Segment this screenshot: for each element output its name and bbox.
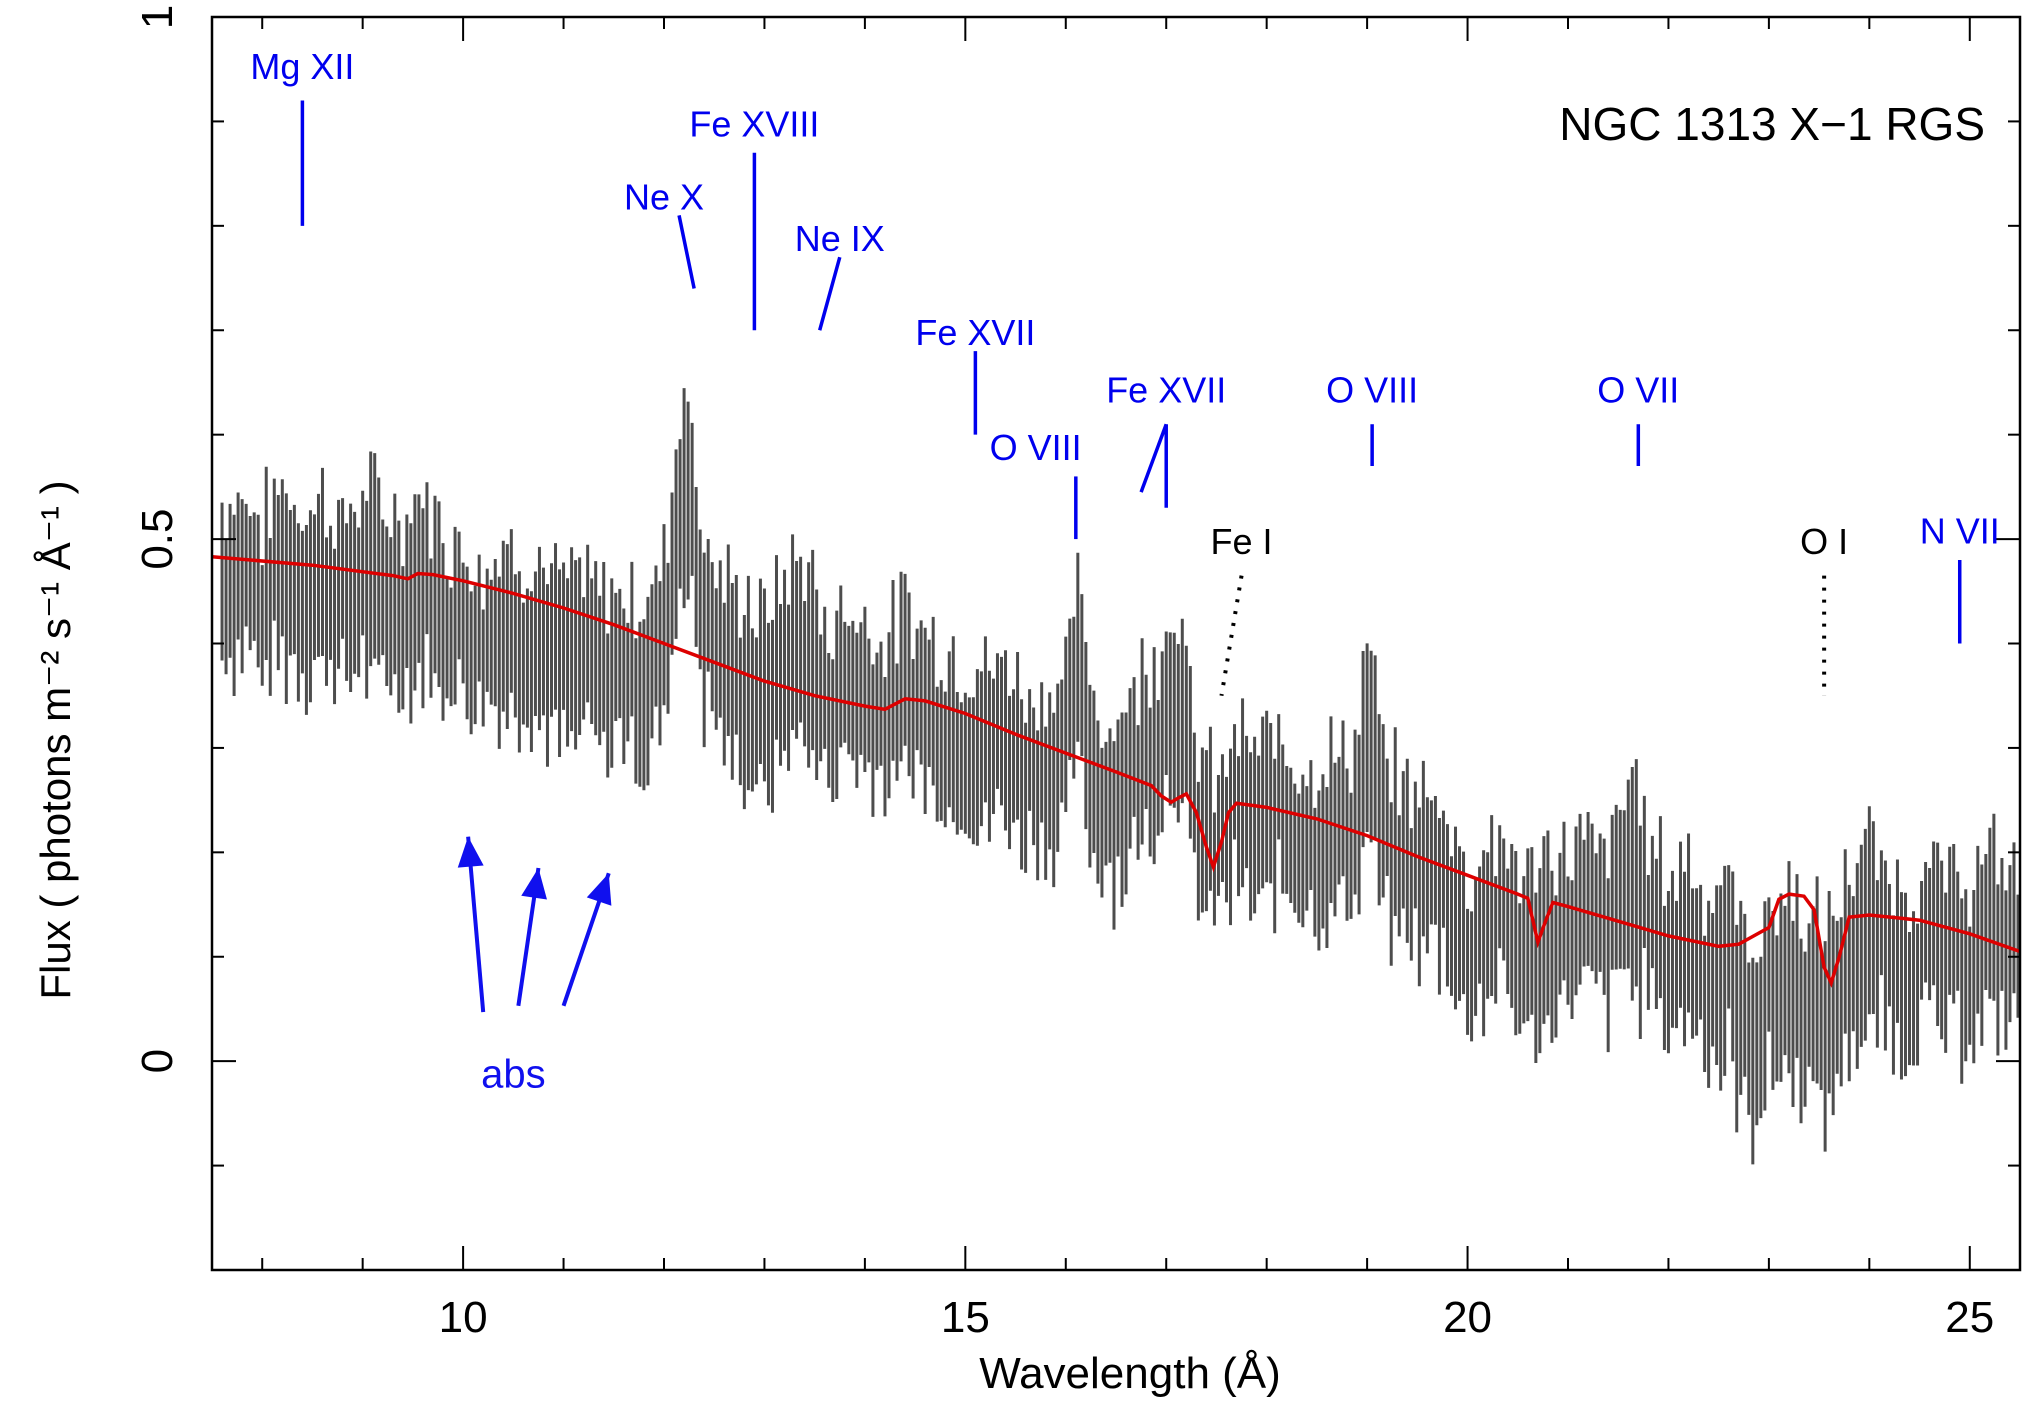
data-points-layer (220, 388, 2020, 1165)
y-tick-label: 0 (133, 1049, 182, 1073)
line-label: Ne IX (795, 218, 885, 259)
abs-arrow-head (586, 873, 612, 906)
line-label: O VIII (1326, 370, 1418, 411)
line-label: Fe XVII (915, 312, 1035, 353)
line-marker (818, 256, 842, 331)
line-marker (1219, 575, 1244, 697)
x-tick-label: 10 (439, 1293, 488, 1342)
abs-label: abs (481, 1052, 546, 1096)
line-label: Fe XVIII (689, 103, 819, 144)
x-tick-label: 15 (941, 1293, 990, 1342)
y-tick-label: 0.5 (133, 508, 182, 569)
axis-ticks: 10 15 20 25 0 0.5 1 (133, 5, 2020, 1342)
model-layer (211, 555, 2021, 988)
line-label: Fe I (1211, 521, 1273, 562)
line-label: O I (1800, 521, 1848, 562)
abs-arrow-head (521, 867, 547, 900)
abs-arrow-head (457, 836, 484, 868)
model-line (211, 555, 2021, 988)
line-marker (1139, 423, 1168, 493)
y-axis-label: Flux ( photons m⁻² s⁻¹ Å⁻¹ ) (32, 480, 79, 999)
line-label: Ne X (624, 176, 704, 217)
annotations-layer: Mg XII Ne X Fe XVIII Ne IX Fe XVII O VIII Fe X… (250, 46, 1999, 1096)
line-label: O VIII (990, 427, 1082, 468)
line-label: Fe XVII (1106, 370, 1226, 411)
line-label: N VII (1920, 511, 2000, 552)
chart-title: NGC 1313 X−1 RGS (1559, 98, 1985, 150)
x-tick-label: 20 (1443, 1293, 1492, 1342)
line-label: Mg XII (250, 46, 354, 87)
x-axis-label: Wavelength (Å) (979, 1349, 1281, 1398)
x-tick-label: 25 (1945, 1293, 1994, 1342)
line-marker (677, 215, 696, 289)
y-tick-label: 1 (133, 5, 182, 29)
line-label: O VII (1597, 370, 1679, 411)
